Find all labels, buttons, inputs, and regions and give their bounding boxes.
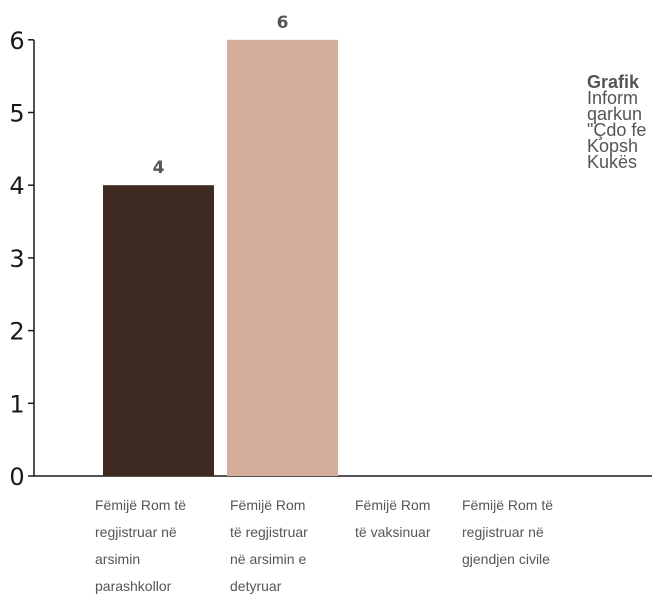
y-tick-label: 0 [9, 463, 24, 491]
y-tick-label: 4 [9, 172, 24, 200]
y-tick-label: 2 [9, 318, 24, 346]
category-label: Fëmijë Rom të vaksinuar [355, 497, 431, 540]
category-label: Fëmijë Rom të regjistruar në arsimin e d… [230, 497, 308, 594]
side-note-title: Grafik [587, 72, 640, 92]
side-note-line: Kopsh [587, 136, 639, 156]
y-tick-label: 5 [9, 100, 24, 128]
side-note-line: Inform [587, 88, 639, 108]
category-label: Fëmijë Rom të regjistruar në arsimin par… [95, 497, 187, 594]
y-tick-label: 6 [9, 27, 24, 55]
side-note-line: "Çdo fe [587, 120, 647, 140]
bar [103, 185, 214, 476]
data-label: 6 [277, 13, 289, 33]
side-note-line: Kukës [587, 152, 638, 172]
bar [227, 39, 338, 477]
category-label: Fëmijë Rom të regjistruar në gjendjen ci… [462, 497, 554, 567]
side-note-line: qarkun [587, 104, 643, 124]
side-note: Grafik Inform qarkun "Çdo fe Kopsh Kukës [587, 72, 652, 172]
y-tick-label: 3 [9, 245, 24, 273]
data-label: 4 [153, 158, 165, 178]
y-tick-label: 1 [9, 390, 24, 418]
